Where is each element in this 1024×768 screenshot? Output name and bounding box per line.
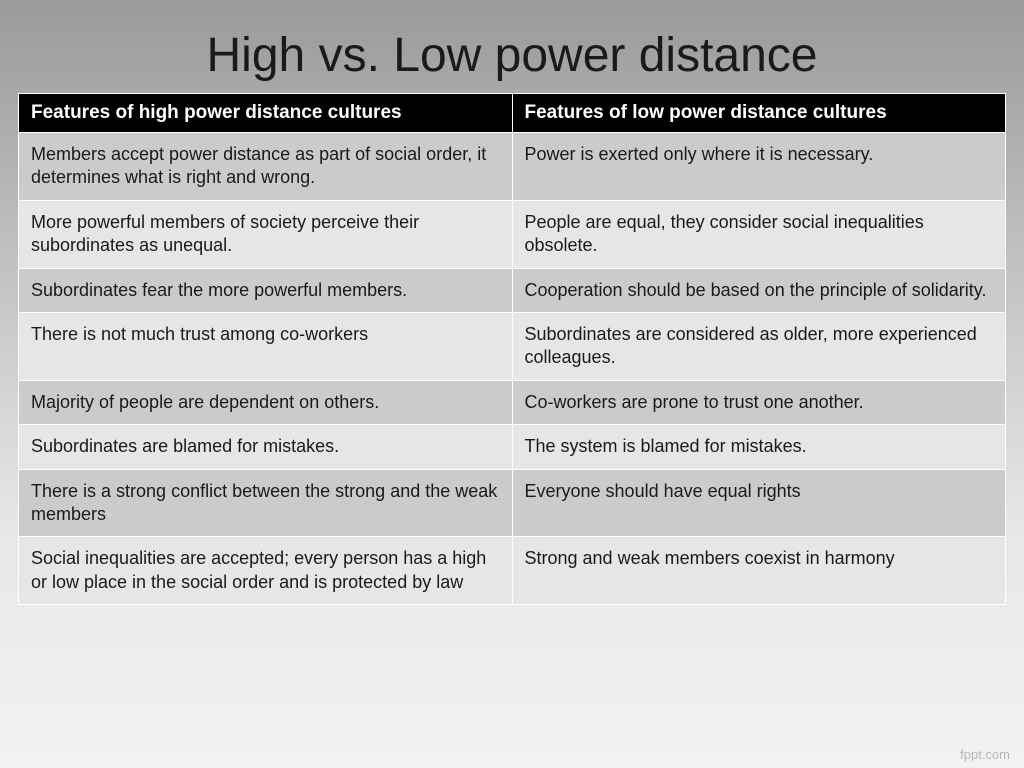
table-cell: There is a strong conflict between the s… xyxy=(19,469,513,537)
table-row: There is not much trust among co-workers… xyxy=(19,312,1006,380)
table-cell: Subordinates are considered as older, mo… xyxy=(512,312,1006,380)
table-cell: The system is blamed for mistakes. xyxy=(512,425,1006,469)
comparison-table-container: Features of high power distance cultures… xyxy=(18,93,1006,605)
comparison-table: Features of high power distance cultures… xyxy=(18,93,1006,605)
table-cell: Majority of people are dependent on othe… xyxy=(19,380,513,424)
table-cell: Co-workers are prone to trust one anothe… xyxy=(512,380,1006,424)
table-cell: Everyone should have equal rights xyxy=(512,469,1006,537)
table-cell: People are equal, they consider social i… xyxy=(512,200,1006,268)
table-row: Subordinates fear the more powerful memb… xyxy=(19,268,1006,312)
table-cell: More powerful members of society perceiv… xyxy=(19,200,513,268)
page-title: High vs. Low power distance xyxy=(0,0,1024,93)
table-header-row: Features of high power distance cultures… xyxy=(19,94,1006,133)
table-row: More powerful members of society perceiv… xyxy=(19,200,1006,268)
table-cell: Members accept power distance as part of… xyxy=(19,133,513,201)
table-cell: There is not much trust among co-workers xyxy=(19,312,513,380)
table-row: Social inequalities are accepted; every … xyxy=(19,537,1006,605)
table-row: Majority of people are dependent on othe… xyxy=(19,380,1006,424)
table-cell: Subordinates fear the more powerful memb… xyxy=(19,268,513,312)
table-row: Members accept power distance as part of… xyxy=(19,133,1006,201)
column-header-high: Features of high power distance cultures xyxy=(19,94,513,133)
table-cell: Social inequalities are accepted; every … xyxy=(19,537,513,605)
table-cell: Power is exerted only where it is necess… xyxy=(512,133,1006,201)
column-header-low: Features of low power distance cultures xyxy=(512,94,1006,133)
table-row: There is a strong conflict between the s… xyxy=(19,469,1006,537)
table-cell: Cooperation should be based on the princ… xyxy=(512,268,1006,312)
table-row: Subordinates are blamed for mistakes. Th… xyxy=(19,425,1006,469)
table-cell: Strong and weak members coexist in harmo… xyxy=(512,537,1006,605)
watermark: fppt.com xyxy=(960,747,1010,762)
table-cell: Subordinates are blamed for mistakes. xyxy=(19,425,513,469)
